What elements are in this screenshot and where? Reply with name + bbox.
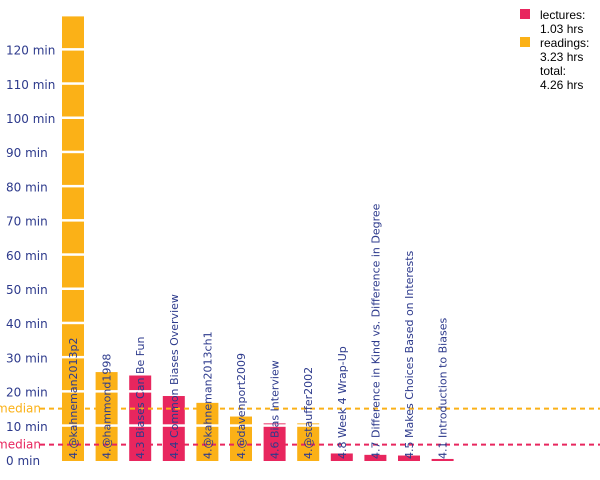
bar-segment <box>62 358 84 391</box>
y-tick-label: 20 min <box>6 386 48 400</box>
bar-segment <box>62 392 84 425</box>
y-tick-label: 120 min <box>6 44 55 58</box>
bar-segment <box>431 458 454 461</box>
y-tick-label: 110 min <box>6 78 55 92</box>
bar-segment <box>230 416 252 425</box>
bar-segment <box>62 16 84 49</box>
bar <box>62 16 84 461</box>
bar <box>162 396 185 461</box>
bar-segment <box>62 221 84 254</box>
bar-label: 4.@kahneman2013ch1 <box>201 331 214 459</box>
bar-label: 4.@hammond1998 <box>101 354 114 459</box>
bar-label: 4.@kahneman2013p2 <box>67 337 80 459</box>
legend-lectures-value: 1.03 hrs <box>540 22 584 36</box>
bar-label: 4.8 Week 4 Wrap-Up <box>336 346 349 459</box>
bar-segment <box>162 426 185 461</box>
bar <box>398 455 420 461</box>
bar-segment <box>297 426 320 461</box>
bar-labels: 4.@kahneman2013p2 4.@hammond1998 4.3 Biase… <box>67 203 450 459</box>
bar-label: 4.@stauffer2002 <box>302 367 315 459</box>
y-tick-label: 40 min <box>6 317 48 331</box>
bar-label: 4.6 Bias Interview <box>269 360 282 459</box>
bar-segment <box>297 423 320 425</box>
bar-label: 4.7 Difference in Kind vs. Difference in… <box>369 203 382 459</box>
bar-segment <box>62 119 84 151</box>
median-lines: median median <box>0 402 600 452</box>
legend-lectures: lectures: 1.03 hrs <box>520 8 598 36</box>
readings-swatch <box>520 37 530 47</box>
bar-segment <box>162 396 185 425</box>
bar <box>330 453 353 461</box>
bars <box>62 16 454 461</box>
legend-total: total: 4.26 hrs <box>522 64 598 92</box>
bar-label: 4.1 Introduction to Biases <box>437 318 450 459</box>
legend-readings-label: readings: <box>540 36 590 50</box>
bar-segment <box>62 84 84 117</box>
bar-label: 4.5 Makes Choices Based on Interests <box>403 250 416 459</box>
bar-segment <box>95 372 118 391</box>
bar-segment <box>129 375 152 391</box>
y-tick-label: 10 min <box>6 420 48 434</box>
legend-total-value: 4.26 hrs <box>540 78 584 92</box>
y-tick-label: 90 min <box>6 146 48 160</box>
bar-segment <box>398 455 420 461</box>
y-tick-label: 30 min <box>6 351 48 365</box>
legend-lectures-label: lectures: <box>540 8 586 22</box>
y-tick-label: 60 min <box>6 249 48 263</box>
y-tick-label: 80 min <box>6 180 48 194</box>
legend-readings: readings: 3.23 hrs <box>520 36 598 64</box>
y-axis: 0 min 10 min 20 min 30 min 40 min 50 min 60 mi… <box>6 44 55 468</box>
bar-segment <box>196 426 219 461</box>
bar-segment <box>263 423 286 425</box>
bar-segment <box>62 187 84 220</box>
legend-readings-value: 3.23 hrs <box>540 50 584 64</box>
bar-segment <box>62 426 84 461</box>
bar-label: 4.4 Common Biases Overview <box>168 294 181 459</box>
median-label: median <box>0 402 41 416</box>
bar-segment <box>330 453 353 461</box>
bar-segment <box>62 255 84 288</box>
bar <box>364 454 387 461</box>
bar-segment <box>62 324 84 356</box>
y-tick-label: 70 min <box>6 215 48 229</box>
y-tick-label: 50 min <box>6 283 48 297</box>
y-tick-label: 0 min <box>6 454 40 468</box>
lectures-swatch <box>520 9 530 19</box>
bar-label: 4.@davenport2009 <box>235 353 248 459</box>
bar <box>431 458 454 461</box>
legend-total-label: total: <box>540 64 567 78</box>
median-label: median <box>0 438 41 452</box>
bar-label: 4.3 Biases Can Be Fun <box>134 337 147 459</box>
y-tick-label: 100 min <box>6 112 55 126</box>
bar-segment <box>62 290 84 322</box>
bar-segment <box>62 153 84 185</box>
bar <box>297 423 320 461</box>
bar-segment <box>62 50 84 83</box>
legend: lectures: 1.03 hrs readings: 3.23 hrs to… <box>520 8 598 92</box>
bar-segment <box>364 454 387 461</box>
